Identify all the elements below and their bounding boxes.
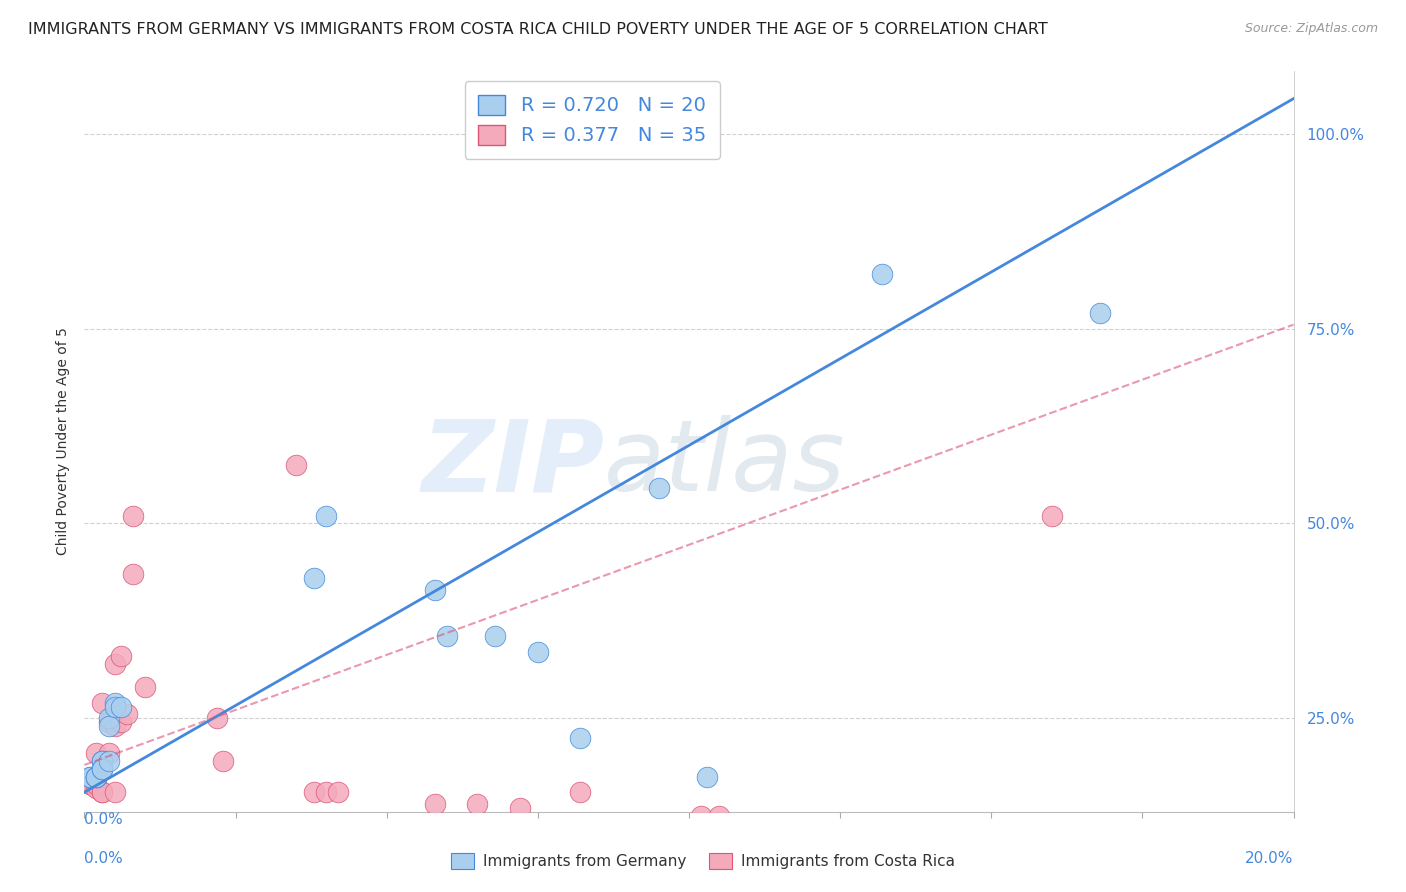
Point [91,762,114,776]
Point [569,731,592,745]
Point [97,754,120,768]
Point [104,657,127,671]
Point [79,770,101,784]
Point [91,785,114,799]
Point [212,754,235,768]
Point [696,770,718,784]
Point [104,696,127,710]
Point [690,808,713,822]
Point [225,820,247,834]
Point [86,770,108,784]
Point [91,696,114,710]
Point [302,571,325,585]
Point [648,481,671,495]
Point [527,645,550,659]
Point [315,508,337,523]
Point [569,785,592,799]
Point [285,458,308,472]
Point [121,567,143,582]
Point [315,785,337,799]
Legend: R = 0.720   N = 20, R = 0.377   N = 35: R = 0.720 N = 20, R = 0.377 N = 35 [464,81,720,159]
Point [484,629,506,643]
Point [1088,306,1111,320]
Point [104,719,127,733]
Point [423,797,446,811]
Text: Source: ZipAtlas.com: Source: ZipAtlas.com [1244,22,1378,36]
Text: 20.0%: 20.0% [1246,851,1294,865]
Point [86,770,108,784]
Text: ZIP: ZIP [422,416,605,512]
Point [97,746,120,760]
Point [91,754,114,768]
Point [115,707,138,722]
Point [110,648,132,663]
Point [91,762,114,776]
Point [302,785,325,799]
Point [104,699,127,714]
Point [509,801,531,815]
Point [302,820,325,834]
Point [110,715,132,730]
Point [121,508,143,523]
Point [872,267,894,281]
Point [423,582,446,597]
Point [110,699,132,714]
Point [97,715,120,730]
Text: 0.0%: 0.0% [84,851,124,865]
Point [97,719,120,733]
Y-axis label: Child Poverty Under the Age of 5: Child Poverty Under the Age of 5 [56,327,70,556]
Point [91,785,114,799]
Point [79,777,101,791]
Point [328,785,350,799]
Point [388,844,411,858]
Point [79,770,101,784]
Point [1040,508,1063,523]
Point [86,781,108,796]
Point [709,808,731,822]
Point [86,770,108,784]
Text: 0.0%: 0.0% [84,812,124,827]
Point [467,797,489,811]
Point [207,711,229,725]
Point [91,754,114,768]
Point [86,777,108,791]
Point [97,711,120,725]
Point [79,777,101,791]
Text: atlas: atlas [605,416,846,512]
Point [104,785,127,799]
Text: IMMIGRANTS FROM GERMANY VS IMMIGRANTS FROM COSTA RICA CHILD POVERTY UNDER THE AG: IMMIGRANTS FROM GERMANY VS IMMIGRANTS FR… [28,22,1047,37]
Point [134,680,156,694]
Point [86,746,108,760]
Point [436,629,458,643]
Legend: Immigrants from Germany, Immigrants from Costa Rica: Immigrants from Germany, Immigrants from… [444,847,962,875]
